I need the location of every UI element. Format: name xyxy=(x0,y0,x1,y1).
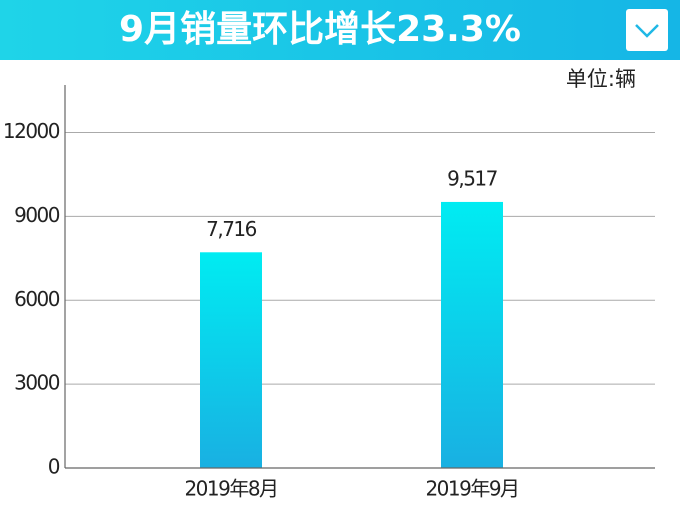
y-tick-label: 0 xyxy=(48,455,60,479)
y-tick-label: 9000 xyxy=(14,203,60,227)
bar xyxy=(200,252,262,468)
x-tick-label: 2019年9月 xyxy=(425,477,518,501)
bar xyxy=(441,201,503,468)
y-tick-label: 3000 xyxy=(14,371,60,395)
plot-area: 0 3000 6000 9000 12000 2019年8月 7,716 2019年9月 9,5… xyxy=(3,119,655,501)
x-tick-label: 2019年8月 xyxy=(184,477,277,501)
chart-title: 9月销量环比增长23.3% xyxy=(119,9,521,50)
dropdown-button[interactable] xyxy=(626,9,668,51)
y-tick-label: 6000 xyxy=(14,287,60,311)
dropdown-chevron xyxy=(635,24,659,38)
value-label: 9,517 xyxy=(447,166,498,190)
unit-label: 单位:辆 xyxy=(566,67,636,91)
title-banner xyxy=(0,0,680,60)
y-tick-label: 12000 xyxy=(3,119,60,143)
value-label: 7,716 xyxy=(206,217,257,241)
